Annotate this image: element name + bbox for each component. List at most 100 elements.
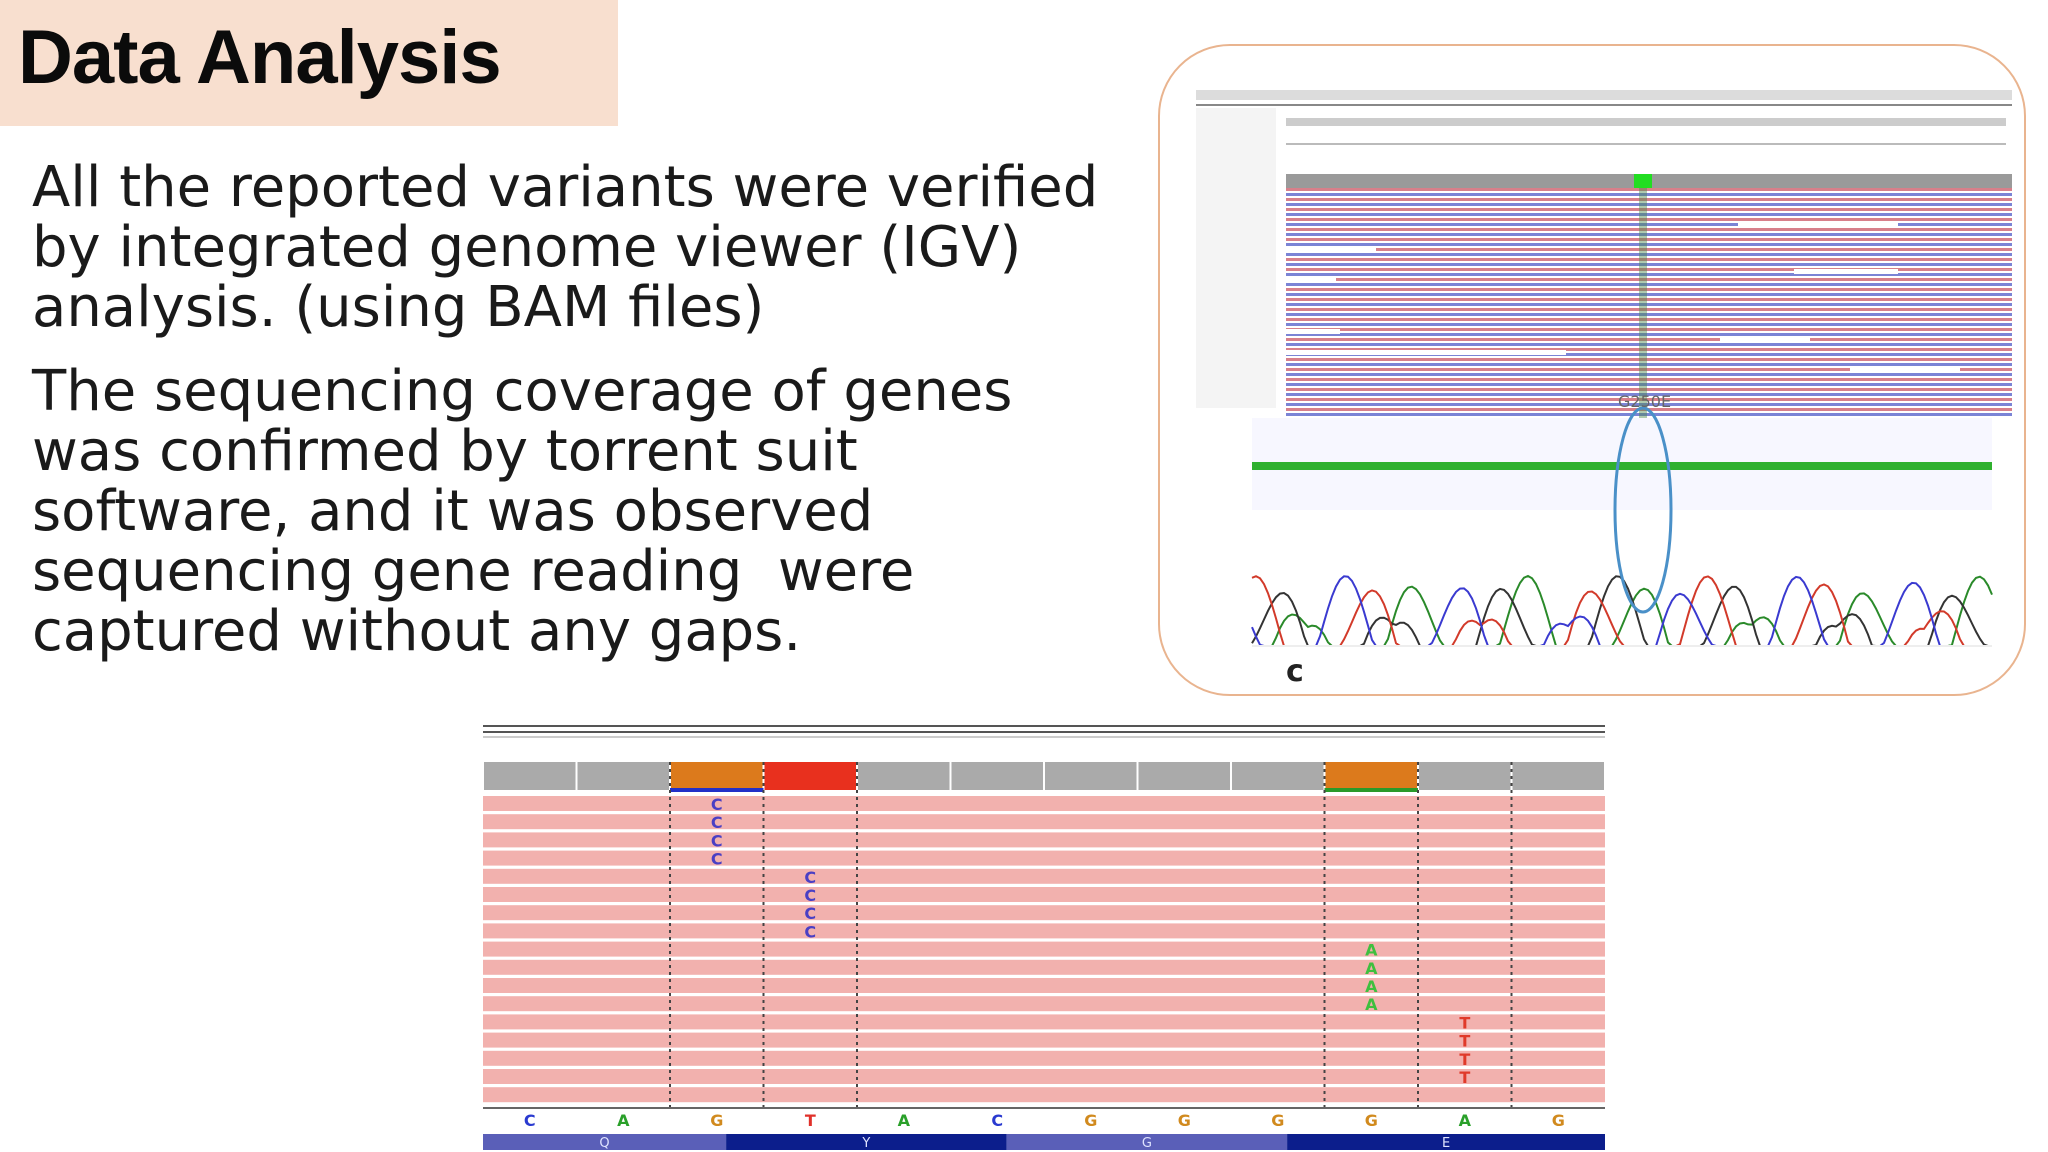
mismatch-base: A xyxy=(1365,995,1378,1014)
coverage-bar xyxy=(858,762,950,790)
read-line xyxy=(1286,338,2012,341)
read-line xyxy=(1286,288,2012,291)
read-line xyxy=(1286,308,2012,311)
read-line xyxy=(1286,208,2012,211)
text-line: sequencing gene reading were xyxy=(32,539,915,604)
read-line xyxy=(1286,353,2012,356)
read-line xyxy=(1286,238,2012,241)
read-line xyxy=(1286,348,2012,351)
read-line xyxy=(1286,243,2012,246)
reference-base: G xyxy=(1552,1111,1565,1130)
coverage-bar xyxy=(1512,762,1604,790)
read-line xyxy=(1286,223,2012,226)
mismatch-base: A xyxy=(1365,959,1378,978)
read-line xyxy=(1286,313,2012,316)
read-line xyxy=(1286,218,2012,221)
read-line xyxy=(1286,413,2012,416)
read-line xyxy=(1286,248,2012,251)
read-line xyxy=(1286,318,2012,321)
read-line xyxy=(1286,378,2012,381)
read-line xyxy=(1286,383,2012,386)
reference-base: G xyxy=(710,1111,723,1130)
reference-base: C xyxy=(524,1111,536,1130)
read-line xyxy=(1286,258,2012,261)
mismatch-base: C xyxy=(804,868,816,887)
reference-base: G xyxy=(1365,1111,1378,1130)
read-row xyxy=(483,1032,1605,1048)
read-line xyxy=(1286,278,2012,281)
reference-base: T xyxy=(805,1111,816,1130)
read-row xyxy=(483,905,1605,921)
read-row xyxy=(483,1050,1605,1066)
mismatch-base: C xyxy=(804,922,816,941)
mismatch-base: T xyxy=(1459,1068,1470,1087)
read-line xyxy=(1286,198,2012,201)
mismatch-base: T xyxy=(1459,1050,1470,1069)
amino-acid-label: Y xyxy=(861,1136,870,1151)
coverage-bar xyxy=(951,762,1043,790)
read-line xyxy=(1286,393,2012,396)
coverage-track xyxy=(484,762,1604,792)
reference-base: G xyxy=(1271,1111,1284,1130)
read-line xyxy=(1286,213,2012,216)
text-line: The sequencing coverage of genes xyxy=(32,359,1013,424)
read-row xyxy=(483,814,1605,830)
trace-line xyxy=(1251,575,1992,647)
reference-base: G xyxy=(1084,1111,1097,1130)
coverage-bar xyxy=(1232,762,1324,790)
mismatch-base: C xyxy=(804,904,816,923)
read-line xyxy=(1286,358,2012,361)
igv-chromatogram-figure: G250E c xyxy=(1158,44,2026,696)
reference-base: G xyxy=(1178,1111,1191,1130)
read-line xyxy=(1286,263,2012,266)
amino-acid-block xyxy=(726,1134,1007,1150)
text-line: software, and it was observed xyxy=(32,479,874,544)
slide-title: Data Analysis xyxy=(18,15,502,100)
coverage-bar xyxy=(764,762,856,790)
read-row xyxy=(483,923,1605,939)
read-row xyxy=(483,850,1605,866)
read-row xyxy=(483,832,1605,848)
read-row xyxy=(483,1069,1605,1084)
base-dividers xyxy=(669,762,1513,1108)
mismatch-base: A xyxy=(1365,941,1378,960)
panel-label: c xyxy=(1286,654,1304,689)
paragraph-coverage: The sequencing coverage of genes was con… xyxy=(32,362,1142,662)
read-row xyxy=(483,996,1605,1012)
read-line xyxy=(1286,233,2012,236)
text-line: by integrated genome viewer (IGV) xyxy=(32,215,1022,280)
read-line xyxy=(1286,193,2012,196)
read-line xyxy=(1286,188,2012,191)
reference-base: A xyxy=(898,1111,911,1130)
read-row xyxy=(483,959,1605,975)
read-line xyxy=(1286,328,2012,331)
read-row xyxy=(483,1087,1605,1103)
mismatch-base: C xyxy=(711,831,723,850)
coverage-bar xyxy=(1045,762,1137,790)
read-line xyxy=(1286,363,2012,366)
read-row xyxy=(483,1014,1605,1030)
coverage-bar xyxy=(671,762,763,790)
mismatch-base: T xyxy=(1459,1013,1470,1032)
coverage-bar xyxy=(484,762,576,790)
read-line xyxy=(1286,333,2012,336)
read-line xyxy=(1286,343,2012,346)
amino-acid-block xyxy=(1006,1134,1288,1150)
amino-acid-label: Q xyxy=(599,1136,609,1151)
text-line: All the reported variants were verified xyxy=(32,155,1099,220)
mismatch-base: C xyxy=(711,850,723,869)
reference-base: A xyxy=(1459,1111,1472,1130)
read-line xyxy=(1286,268,2012,271)
read-line xyxy=(1286,283,2012,286)
amino-acid-label: G xyxy=(1142,1136,1152,1151)
read-line xyxy=(1286,298,2012,301)
read-line xyxy=(1286,398,2012,401)
mismatch-base: A xyxy=(1365,977,1378,996)
text-line: captured without any gaps. xyxy=(32,599,802,664)
read-line xyxy=(1286,323,2012,326)
text-line: was confirmed by torrent suit xyxy=(32,419,858,484)
amino-acid-label: E xyxy=(1442,1136,1450,1151)
reads-track xyxy=(483,796,1605,1103)
